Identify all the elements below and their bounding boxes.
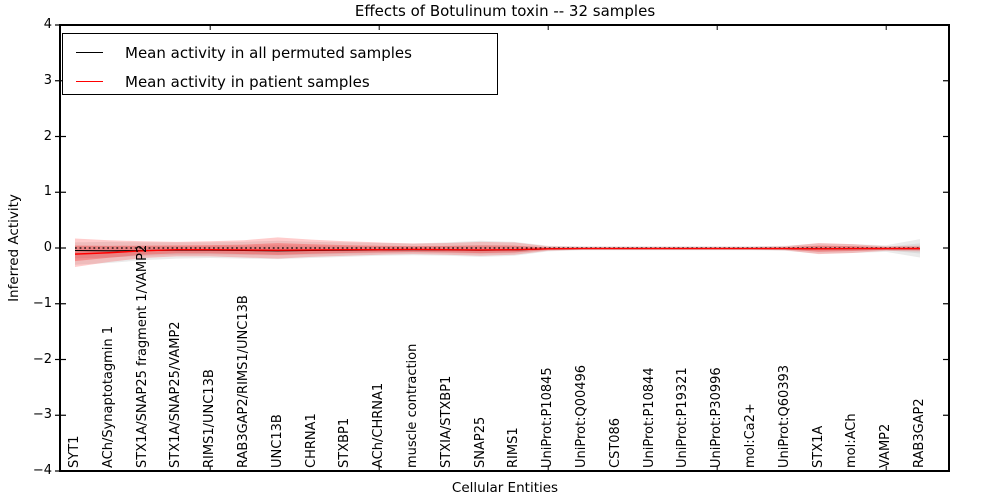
- x-tick-label: STX1A: [810, 425, 826, 468]
- legend: Mean activity in all permuted samples Me…: [62, 33, 498, 95]
- permuted-samples-spread-band-inner: [75, 243, 920, 259]
- x-tick-label: UniProt:P19321: [675, 367, 691, 468]
- legend-line-sample-red: [76, 81, 103, 82]
- y-tick-label: 1: [43, 184, 52, 200]
- legend-entry-patient: Mean activity in patient samples: [63, 67, 497, 96]
- patient-samples-spread-band-inner: [75, 243, 920, 262]
- legend-line-sample-black: [76, 52, 103, 53]
- y-tick-label: −2: [32, 351, 52, 367]
- y-tick-label: 2: [43, 128, 52, 144]
- x-tick-label: CHRNA1: [303, 413, 319, 468]
- x-tick-label: UniProt:Q60393: [776, 364, 792, 468]
- x-tick-label: UniProt:P10845: [540, 367, 556, 468]
- x-tick-label: CST086: [607, 417, 623, 468]
- x-tick-label: STXBP1: [337, 417, 353, 468]
- y-tick-label: −4: [32, 463, 52, 478]
- y-tick-label: 4: [43, 17, 52, 32]
- x-tick-label: RAB3GAP2: [912, 398, 927, 468]
- x-tick-label: UniProt:Q00496: [574, 364, 589, 468]
- y-tick-label: −3: [32, 407, 52, 423]
- y-tick-label: 3: [43, 72, 52, 88]
- x-tick-label: STX1A/SNAP25/VAMP2: [168, 321, 184, 468]
- x-tick-label: STX1A/SNAP25 fragment 1/VAMP2: [134, 244, 150, 468]
- x-tick-label: mol:ACh: [844, 413, 860, 468]
- x-tick-label: RAB3GAP2/RIMS1/UNC13B: [236, 295, 251, 468]
- x-tick-label: UniProt:P30996: [709, 367, 725, 468]
- y-tick-label: 0: [43, 240, 52, 255]
- legend-label: Mean activity in patient samples: [125, 72, 370, 91]
- legend-label: Mean activity in all permuted samples: [125, 43, 412, 62]
- plot-border: [59, 24, 950, 472]
- x-tick-label: mol:Ca2+: [743, 403, 758, 468]
- x-tick-label: UNC13B: [269, 414, 285, 468]
- x-tick-label: RIMS1/UNC13B: [202, 369, 218, 468]
- x-tick-label: STXIA/STXBP1: [438, 375, 454, 468]
- x-tick-label: ACh/Synaptotagmin 1: [100, 325, 116, 468]
- chart-title: Effects of Botulinum toxin -- 32 samples: [354, 2, 656, 20]
- x-tick-label: VAMP2: [878, 423, 894, 468]
- x-tick-label: SYT1: [67, 435, 82, 468]
- permuted-samples-spread-band: [75, 239, 920, 265]
- x-axis-label: Cellular Entities: [451, 480, 559, 496]
- legend-entry-permuted: Mean activity in all permuted samples: [63, 38, 497, 67]
- axis-ticks: [55, 24, 949, 472]
- patient-samples-spread-band: [75, 237, 920, 267]
- x-tick-label: muscle contraction: [405, 343, 420, 468]
- x-tick-label: ACh/CHRNA1: [371, 382, 387, 468]
- series-line-1: [74, 247, 920, 255]
- x-tick-label: UniProt:P10844: [641, 367, 657, 468]
- x-tick-label: RIMS1: [506, 427, 522, 468]
- x-tick-label: SNAP25: [472, 416, 488, 468]
- y-tick-label: −1: [32, 295, 52, 311]
